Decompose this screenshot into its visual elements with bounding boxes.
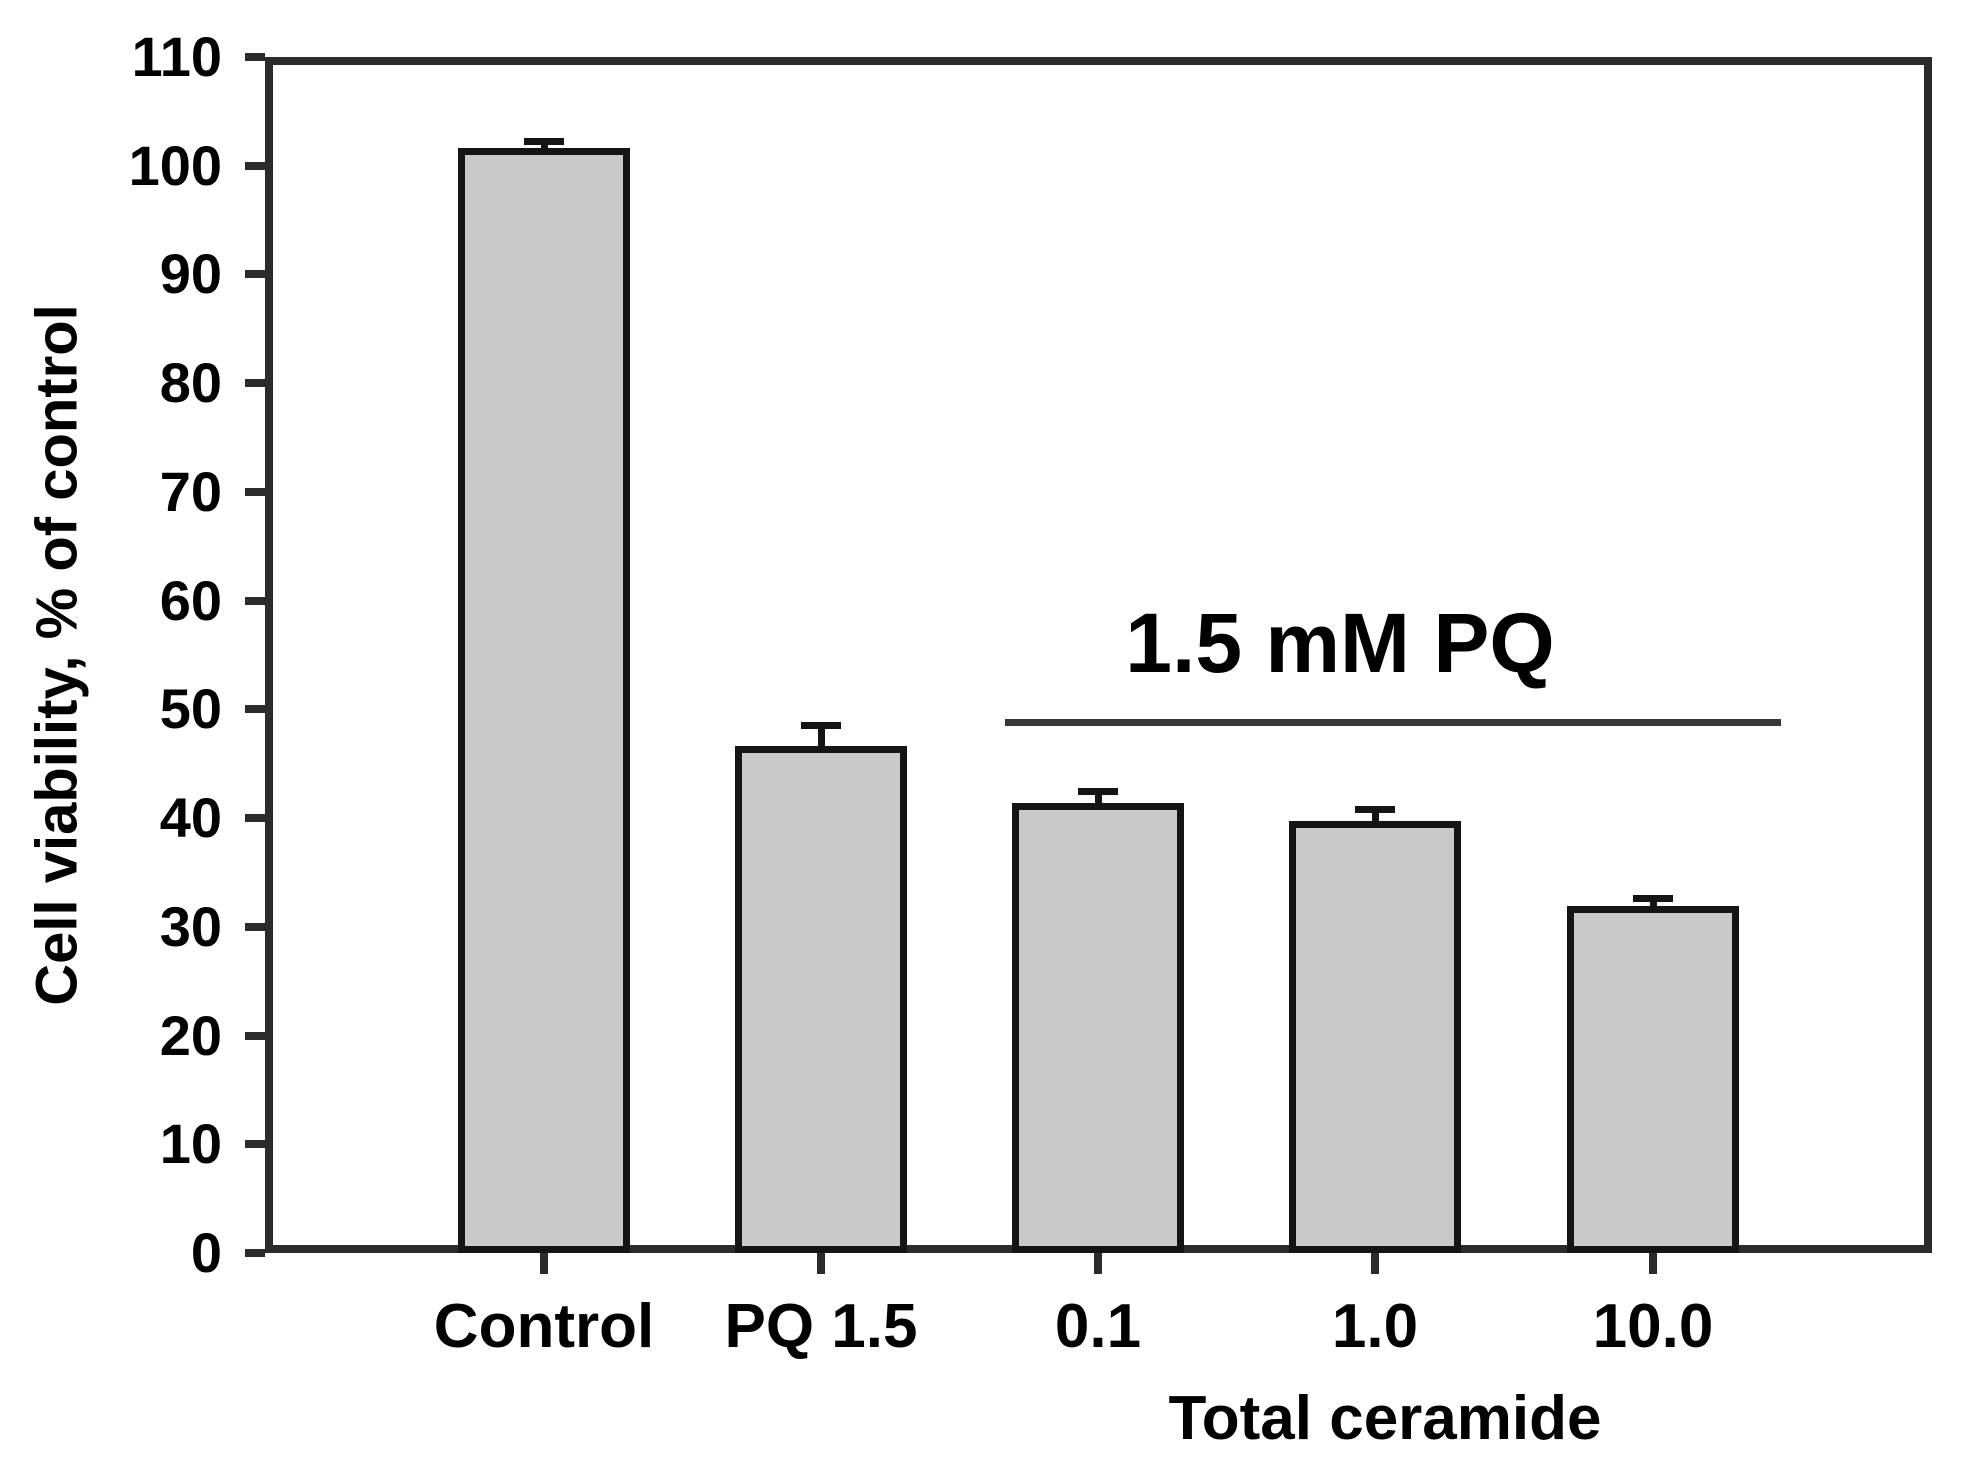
y-tick-label: 40: [159, 786, 222, 850]
x-axis-title: Total ceramide: [1168, 1384, 1602, 1453]
bar: [1567, 906, 1739, 1253]
y-axis-tick: [245, 1031, 265, 1040]
error-bar-stem: [1094, 788, 1102, 807]
x-axis-tick: [540, 1253, 548, 1274]
x-tick-label: Control: [433, 1292, 655, 1361]
y-tick-label: 10: [159, 1112, 222, 1176]
y-axis-tick: [245, 922, 265, 931]
y-tick-label: 90: [159, 242, 222, 306]
error-bar-cap: [1633, 895, 1673, 903]
y-axis-tick: [245, 596, 265, 605]
y-tick-label: 110: [131, 25, 222, 88]
bar: [1289, 821, 1461, 1253]
y-tick-label: 70: [159, 459, 222, 523]
y-tick-label: 100: [128, 133, 222, 197]
x-tick-label: PQ 1.5: [724, 1292, 918, 1361]
bar: [735, 746, 907, 1253]
y-tick-label: 30: [159, 894, 222, 958]
x-axis-tick: [1094, 1253, 1102, 1274]
x-axis-tick: [1649, 1253, 1657, 1274]
y-axis-tick: [245, 487, 265, 496]
annotation-label: 1.5 mM PQ: [1125, 596, 1555, 690]
y-tick-label: 60: [159, 568, 222, 632]
y-axis-tick: [245, 270, 265, 279]
y-tick-label: 50: [159, 677, 222, 741]
error-bar-stem: [1649, 895, 1657, 910]
x-tick-label: 1.0: [1331, 1292, 1419, 1361]
x-tick-label: 10.0: [1592, 1292, 1714, 1361]
error-bar-stem: [1371, 805, 1379, 825]
y-axis-tick: [245, 161, 265, 170]
error-bar-stem: [817, 722, 825, 750]
y-axis-tick: [245, 379, 265, 388]
bar: [458, 148, 630, 1253]
x-axis-tick: [817, 1253, 825, 1274]
x-tick-label: 0.1: [1054, 1292, 1142, 1361]
y-tick-label: 20: [159, 1003, 222, 1067]
error-bar-cap: [801, 722, 841, 730]
y-axis-tick: [245, 814, 265, 823]
y-axis-tick: [245, 1249, 265, 1257]
x-axis-tick: [1371, 1253, 1379, 1274]
y-axis-tick: [245, 53, 265, 61]
y-axis-tick: [245, 1140, 265, 1149]
error-bar-cap: [1355, 805, 1395, 813]
error-bar-cap: [1078, 788, 1118, 796]
y-tick-label: 0: [190, 1221, 222, 1284]
bar: [1012, 802, 1184, 1253]
error-bar-cap: [524, 138, 564, 146]
y-axis-tick: [245, 705, 265, 714]
y-tick-label: 80: [159, 351, 222, 415]
annotation-underline: [1005, 719, 1781, 726]
